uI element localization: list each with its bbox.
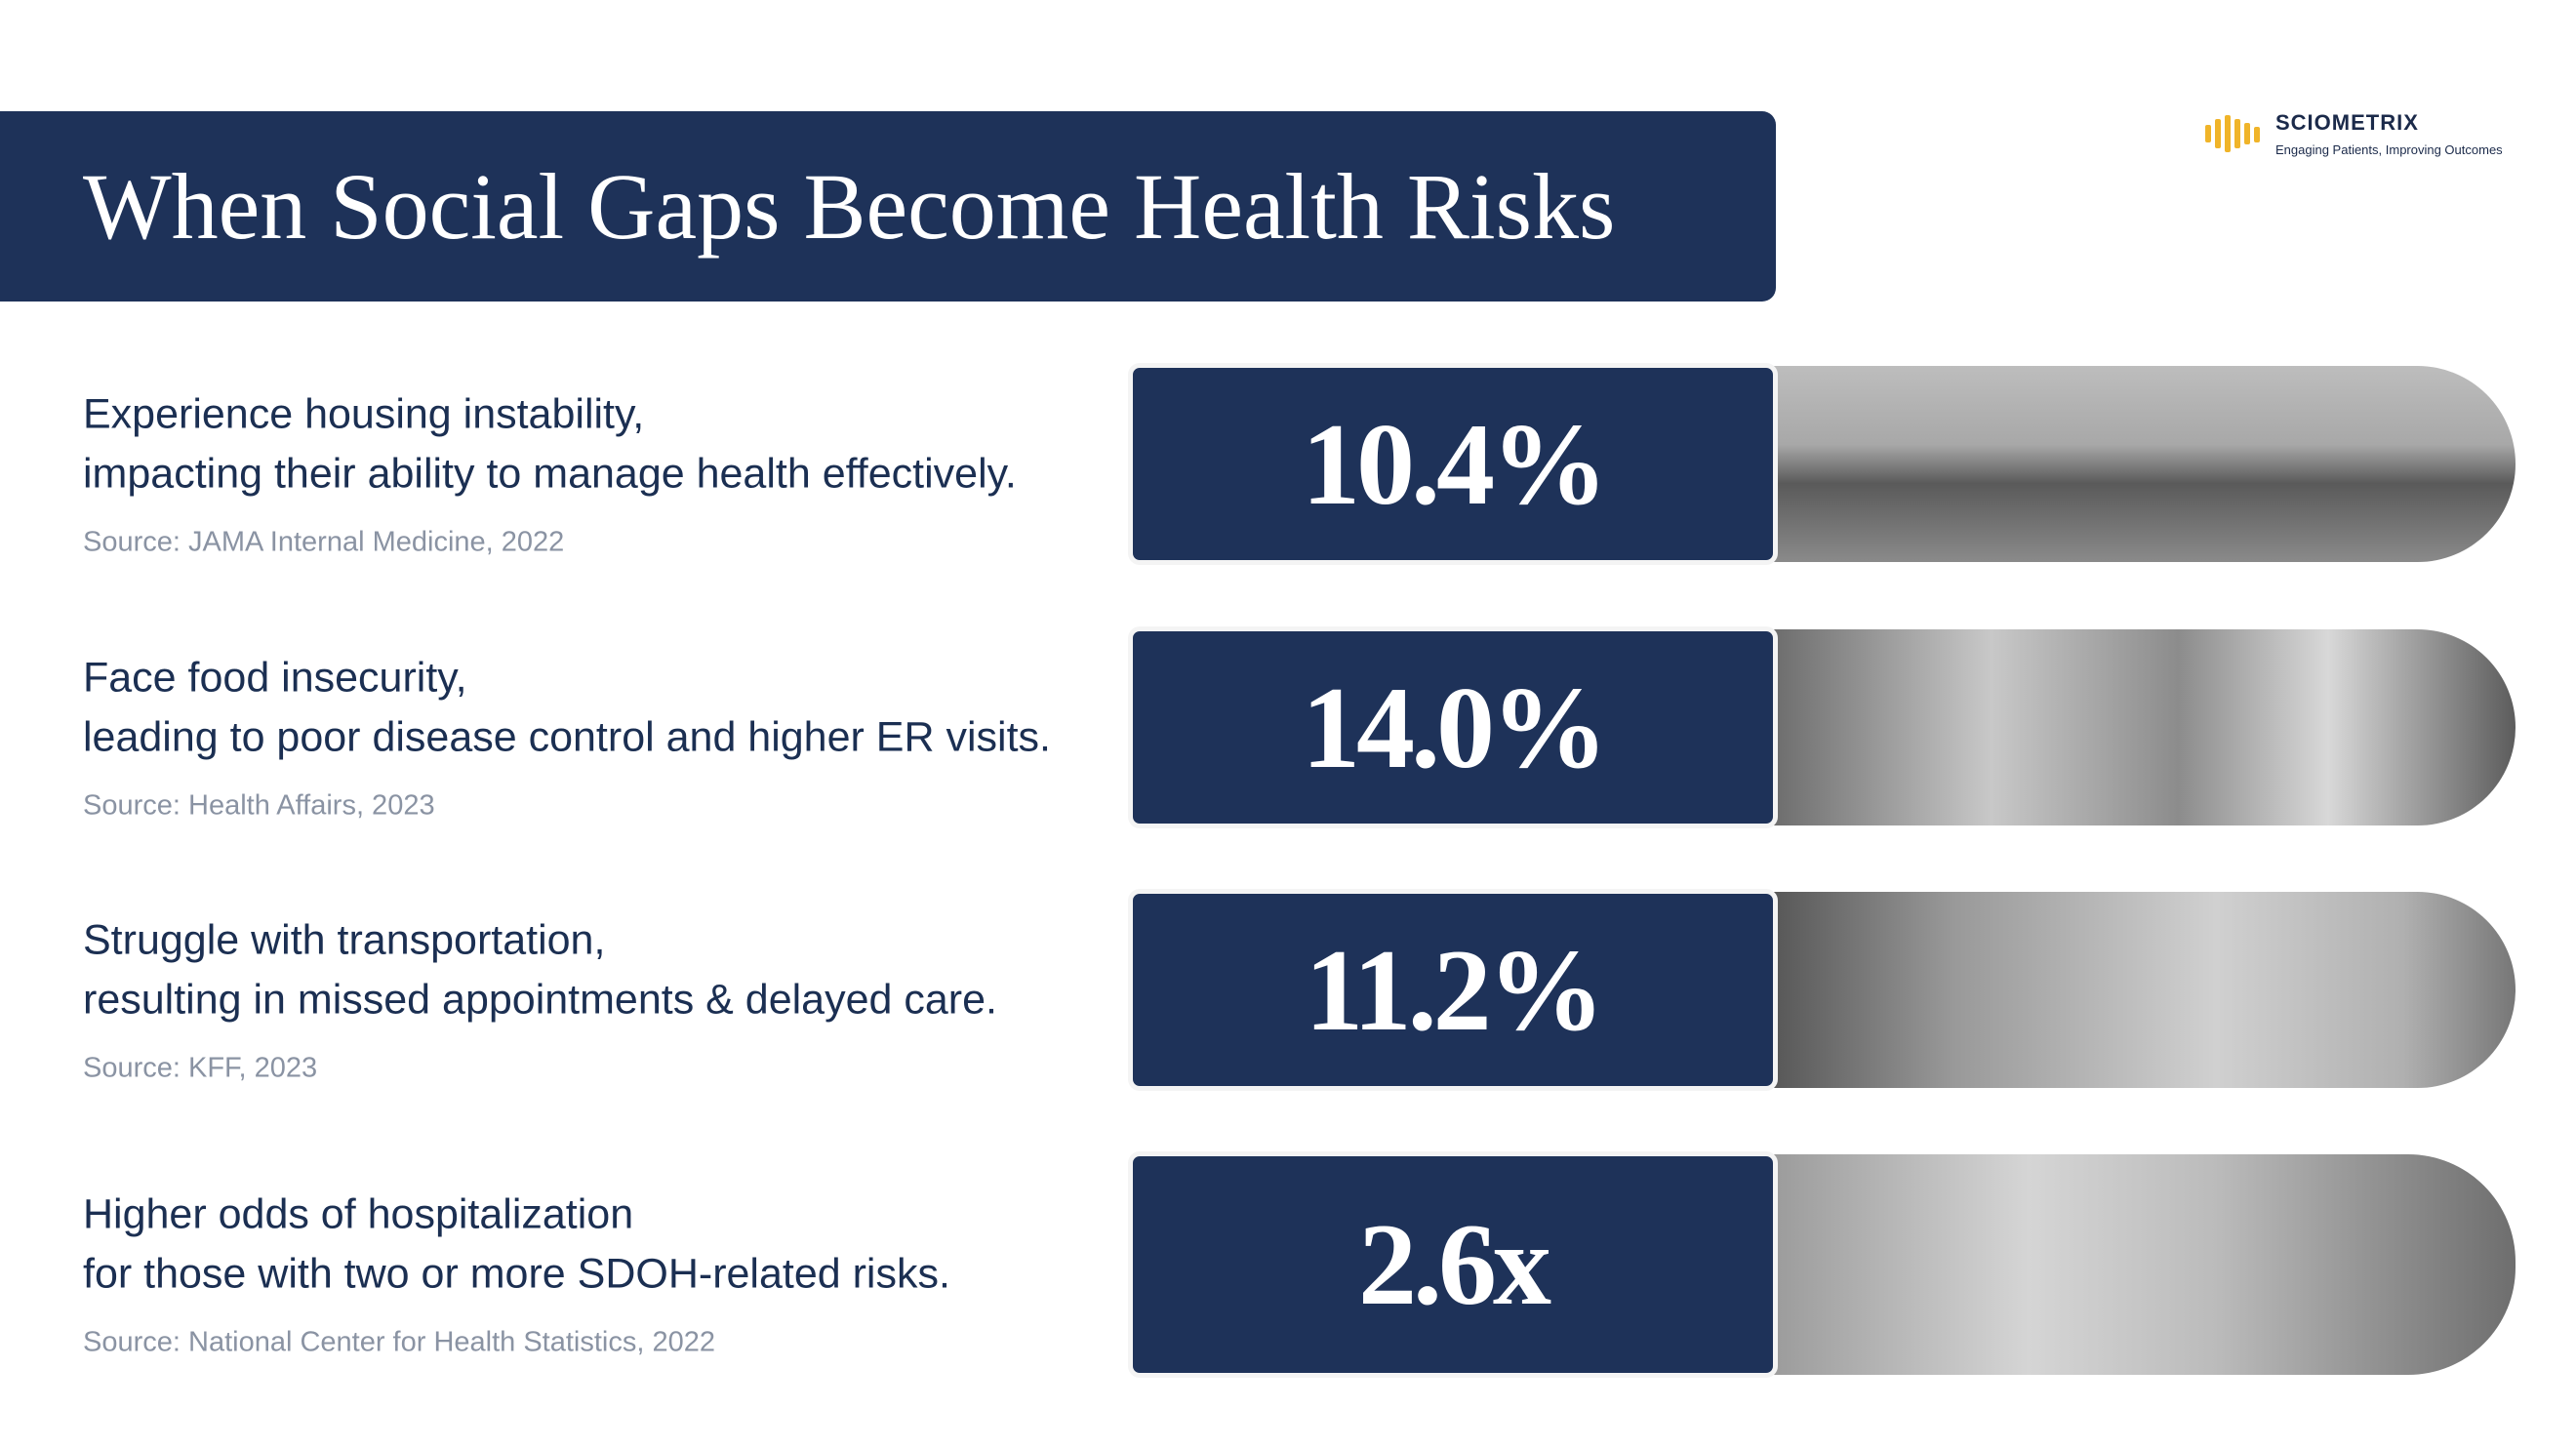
stat: 2.6x bbox=[1358, 1199, 1551, 1329]
logo-tagline: Engaging Patients, Improving Outcomes bbox=[2275, 142, 2503, 157]
stat-box: 10.4% bbox=[1128, 363, 1778, 565]
logo-icon bbox=[2205, 115, 2260, 152]
photo bbox=[1766, 1154, 2516, 1375]
stat-box: 14.0% bbox=[1128, 626, 1778, 828]
stat: 14.0% bbox=[1302, 662, 1608, 792]
source: Source: Health Affairs, 2023 bbox=[83, 789, 435, 821]
statement-line: for those with two or more SDOH-related … bbox=[83, 1250, 950, 1298]
logo-name: SCIOMETRIX bbox=[2275, 110, 2419, 135]
photo bbox=[1766, 629, 2516, 825]
source: Source: National Center for Health Stati… bbox=[83, 1326, 715, 1358]
statement-line: leading to poor disease control and high… bbox=[83, 713, 1051, 760]
statement-line: Higher odds of hospitalization bbox=[83, 1190, 634, 1238]
photo bbox=[1766, 892, 2516, 1088]
statement-line: Experience housing instability, bbox=[83, 390, 645, 437]
source: Source: JAMA Internal Medicine, 2022 bbox=[83, 526, 565, 557]
source: Source: KFF, 2023 bbox=[83, 1052, 318, 1083]
statement-line: Struggle with transportation, bbox=[83, 916, 606, 963]
title-bar bbox=[0, 111, 1776, 302]
statement-line: Face food insecurity, bbox=[83, 654, 467, 701]
title: When Social Gaps Become Health Risks bbox=[83, 154, 1616, 259]
stat-box: 2.6x bbox=[1128, 1151, 1778, 1378]
statement-line: resulting in missed appointments & delay… bbox=[83, 976, 997, 1023]
statement-line: impacting their ability to manage health… bbox=[83, 450, 1017, 497]
stat: 11.2% bbox=[1305, 924, 1604, 1055]
stat-box: 11.2% bbox=[1128, 889, 1778, 1091]
stat: 10.4% bbox=[1302, 398, 1608, 529]
photo bbox=[1766, 366, 2516, 562]
